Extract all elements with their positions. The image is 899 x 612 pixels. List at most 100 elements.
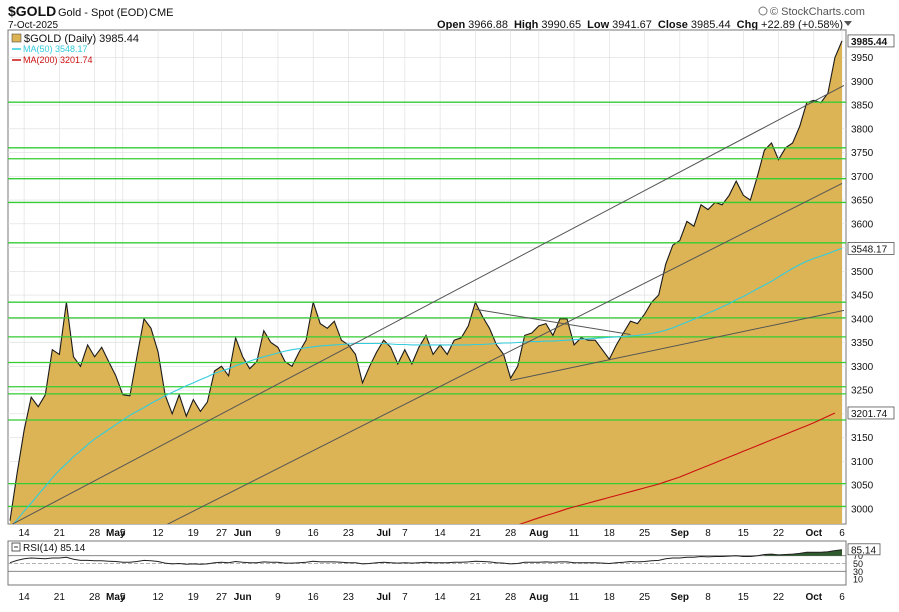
- y-tick-label-3350: 3350: [851, 338, 874, 349]
- x-label-Jul-53: Jul: [376, 528, 391, 539]
- trend-line-1: [11, 84, 844, 524]
- x-label-bottom-7-56: 7: [402, 592, 408, 603]
- low-label: Low: [587, 19, 609, 31]
- x-label-bottom-19-26: 19: [188, 592, 200, 603]
- x-label-bottom-8-99: 8: [705, 592, 711, 603]
- x-label-bottom-Aug-75: Aug: [529, 592, 548, 603]
- x-label-bottom-23-48: 23: [343, 592, 355, 603]
- x-label-bottom-9-38: 9: [275, 592, 281, 603]
- close-price-tag-text: 3985.44: [851, 37, 888, 48]
- x-label-Jun-33: Jun: [234, 528, 252, 539]
- y-tick-label-3450: 3450: [851, 291, 874, 302]
- y-tick-label-3500: 3500: [851, 267, 874, 278]
- ma50-price-tag-box: [847, 242, 895, 255]
- y-tick-label-3050: 3050: [851, 481, 874, 492]
- low-value: 3941.67: [612, 19, 652, 31]
- x-label-14-61: 14: [435, 528, 447, 539]
- trend-line-3: [510, 309, 844, 382]
- y-tick-label-3100: 3100: [851, 457, 874, 468]
- chart-date: 7-Oct-2025: [8, 20, 58, 31]
- y-tick-label-3700: 3700: [851, 172, 874, 183]
- ma50-line: [12, 247, 843, 524]
- y-tick-label-3600: 3600: [851, 219, 874, 230]
- trend-line-4: [475, 308, 631, 335]
- x-label-18-85: 18: [604, 528, 616, 539]
- y-tick-label-3650: 3650: [851, 196, 874, 207]
- x-label-23-48: 23: [343, 528, 355, 539]
- brand-icon: [758, 6, 768, 16]
- rsi-tick-30: 30: [853, 567, 863, 577]
- symbol-description: Gold - Spot (EOD): [58, 7, 148, 19]
- rsi-tick-50: 50: [853, 559, 863, 569]
- y-tick-label-3150: 3150: [851, 433, 874, 444]
- x-label-11-80: 11: [569, 528, 580, 539]
- x-label-7-56: 7: [402, 528, 408, 539]
- legend-swatch-price: [11, 33, 22, 43]
- ma200-line: [518, 412, 836, 524]
- rsi-series: [8, 549, 846, 572]
- y-tick-label-3250: 3250: [851, 386, 874, 397]
- x-label-bottom-15-104: 15: [738, 592, 750, 603]
- x-label-Oct-114: Oct: [805, 528, 822, 539]
- x-label-8-99: 8: [705, 528, 711, 539]
- brand-logo: © StockCharts.com: [758, 6, 865, 18]
- x-label-bottom-Sep-95: Sep: [671, 592, 689, 603]
- exchange-label: CME: [149, 7, 173, 19]
- chart-menu-icon[interactable]: [844, 21, 852, 26]
- x-label-bottom-5-16: 5: [120, 592, 126, 603]
- x-label-bottom-25-90: 25: [639, 592, 651, 603]
- x-label-bottom-6-118: 6: [839, 592, 845, 603]
- x-label-bottom-May-15: May: [106, 592, 126, 603]
- price-line: [9, 40, 843, 521]
- chg-value: +22.89 (+0.58%): [761, 19, 843, 31]
- x-label-bottom-14-61: 14: [435, 592, 447, 603]
- x-label-21-7: 21: [54, 528, 66, 539]
- chart-legend: $GOLD (Daily) 3985.44 MA(50) 3548.17 MA(…: [11, 33, 139, 65]
- rsi-value-tag-box: [847, 543, 881, 556]
- ma50-price-tag-text: 3548.17: [851, 244, 888, 255]
- ma200-price-tag-text: 3201.74: [851, 409, 888, 420]
- rsi-tick-10: 10: [853, 575, 863, 585]
- price-area-fill: [10, 40, 842, 524]
- y-tick-label-3750: 3750: [851, 148, 874, 159]
- x-label-bottom-21-7: 21: [54, 592, 66, 603]
- rsi-overbought-fill-1: [764, 549, 842, 556]
- rsi-panel-frame: [7, 540, 847, 586]
- x-label-5-16: 5: [120, 528, 126, 539]
- y-tick-label-3000: 3000: [851, 504, 874, 515]
- x-label-22-109: 22: [773, 528, 785, 539]
- legend-price: $GOLD (Daily) 3985.44: [24, 33, 139, 45]
- legend-ma50: MA(50) 3548.17: [23, 44, 88, 54]
- support-resistance-lines: [8, 101, 846, 508]
- x-label-bottom-Jul-53: Jul: [376, 592, 391, 603]
- x-label-May-15: May: [106, 528, 126, 539]
- open-label: Open: [437, 19, 465, 31]
- close-label: Close: [658, 19, 688, 31]
- x-label-bottom-16-43: 16: [308, 592, 320, 603]
- x-label-bottom-Oct-114: Oct: [805, 592, 822, 603]
- x-label-28-71: 28: [505, 528, 517, 539]
- x-label-bottom-Jun-33: Jun: [234, 592, 252, 603]
- brand-text: © StockCharts.com: [770, 6, 865, 18]
- x-label-9-38: 9: [275, 528, 281, 539]
- x-label-bottom-11-80: 11: [569, 592, 580, 603]
- x-label-bottom-28-71: 28: [505, 592, 517, 603]
- x-label-6-118: 6: [839, 528, 845, 539]
- ma200-price-tag-box: [847, 406, 895, 420]
- x-label-19-26: 19: [188, 528, 200, 539]
- x-label-25-90: 25: [639, 528, 651, 539]
- legend-ma200: MA(200) 3201.74: [23, 55, 93, 65]
- x-label-21-66: 21: [470, 528, 482, 539]
- symbol-title: $GOLD: [8, 3, 56, 19]
- y-tick-label-3950: 3950: [851, 53, 874, 64]
- price-area-series: [9, 40, 843, 524]
- rsi-legend: RSI(14) 85.14: [11, 542, 86, 554]
- x-label-Sep-95: Sep: [671, 528, 689, 539]
- trend-line-2: [166, 182, 843, 524]
- close-price-tag-box: [847, 34, 895, 48]
- x-label-bottom-21-66: 21: [470, 592, 482, 603]
- x-label-bottom-27-30: 27: [216, 592, 228, 603]
- high-value: 3990.65: [541, 19, 581, 31]
- y-tick-label-3800: 3800: [851, 124, 874, 135]
